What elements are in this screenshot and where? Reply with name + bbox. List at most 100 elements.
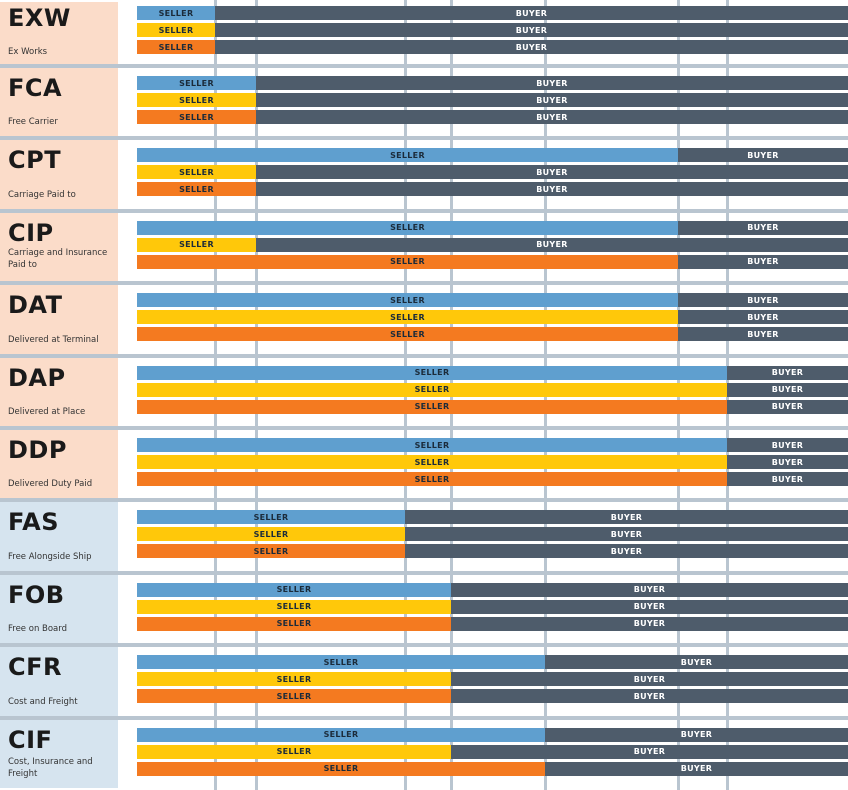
seller-bar: SELLER xyxy=(137,220,678,235)
seller-bar: SELLER xyxy=(137,582,451,597)
buyer-bar: BUYER xyxy=(256,110,848,124)
term-panel-cfr: CFR Cost and Freight xyxy=(0,647,118,716)
buyer-bar: BUYER xyxy=(545,761,848,776)
term-name: Free Carrier xyxy=(8,117,58,128)
section-divider xyxy=(0,426,848,430)
term-name: Delivered at Terminal xyxy=(8,334,99,345)
buyer-bar: BUYER xyxy=(405,544,848,559)
term-code: CFR xyxy=(8,653,62,682)
seller-bar: SELLER xyxy=(137,237,256,252)
seller-bar: SELLER xyxy=(137,93,256,107)
term-panel-fca: FCA Free Carrier xyxy=(0,68,118,137)
seller-bar: SELLER xyxy=(137,761,545,776)
term-code: CPT xyxy=(8,146,62,175)
section-divider xyxy=(0,64,848,68)
buyer-bar: BUYER xyxy=(678,310,848,325)
term-panel-dat: DAT Delivered at Terminal xyxy=(0,285,118,354)
seller-bar: SELLER xyxy=(137,23,215,37)
buyer-bar: BUYER xyxy=(727,365,848,380)
buyer-bar: BUYER xyxy=(451,599,848,614)
buyer-bar: BUYER xyxy=(451,582,848,597)
buyer-bar: BUYER xyxy=(215,6,848,20)
term-panel-cip: CIP Carriage and Insurance Paid to xyxy=(0,212,118,282)
buyer-bar: BUYER xyxy=(727,399,848,414)
term-name: Ex Works xyxy=(8,47,48,57)
seller-bar: SELLER xyxy=(137,182,256,197)
seller-bar: SELLER xyxy=(137,744,451,759)
seller-bar: SELLER xyxy=(137,165,256,180)
seller-bar: SELLER xyxy=(137,40,215,54)
section-divider xyxy=(0,715,848,720)
buyer-bar: BUYER xyxy=(256,237,848,252)
buyer-bar: BUYER xyxy=(545,727,848,742)
term-code: DAT xyxy=(8,291,63,320)
term-panel-exw: EXW Ex Works xyxy=(0,2,118,64)
buyer-bar: BUYER xyxy=(678,293,848,308)
buyer-bar: BUYER xyxy=(678,254,848,269)
term-name: Carriage and Insurance Paid to xyxy=(8,247,108,270)
seller-bar: SELLER xyxy=(137,727,545,742)
term-panel-cif: CIF Cost, Insurance and Freight xyxy=(0,719,118,788)
term-name: Free Alongside Ship xyxy=(8,551,92,562)
term-code: CIF xyxy=(8,725,53,754)
buyer-bar: BUYER xyxy=(727,455,848,469)
section-divider xyxy=(0,570,848,575)
section-divider xyxy=(0,208,848,213)
buyer-bar: BUYER xyxy=(256,76,848,90)
term-name: Delivered Duty Paid xyxy=(8,479,93,490)
seller-bar: SELLER xyxy=(137,510,405,525)
seller-bar: SELLER xyxy=(137,655,545,670)
buyer-bar: BUYER xyxy=(405,527,848,542)
buyer-bar: BUYER xyxy=(256,93,848,107)
buyer-bar: BUYER xyxy=(727,382,848,397)
seller-bar: SELLER xyxy=(137,399,727,414)
term-code: CIP xyxy=(8,218,54,247)
buyer-bar: BUYER xyxy=(727,438,848,452)
term-code: FOB xyxy=(8,580,65,609)
seller-bar: SELLER xyxy=(137,382,727,397)
term-panel-cpt: CPT Carriage Paid to xyxy=(0,140,118,209)
buyer-bar: BUYER xyxy=(451,744,848,759)
buyer-bar: BUYER xyxy=(215,40,848,54)
seller-bar: SELLER xyxy=(137,148,678,163)
seller-bar: SELLER xyxy=(137,438,727,452)
seller-bar: SELLER xyxy=(137,6,215,20)
seller-bar: SELLER xyxy=(137,544,405,559)
section-divider xyxy=(0,281,848,286)
seller-bar: SELLER xyxy=(137,616,451,631)
seller-bar: SELLER xyxy=(137,472,727,486)
buyer-bar: BUYER xyxy=(451,616,848,631)
section-divider xyxy=(0,498,848,503)
term-panel-ddp: DDP Delivered Duty Paid xyxy=(0,430,118,499)
seller-bar: SELLER xyxy=(137,365,727,380)
seller-bar: SELLER xyxy=(137,689,451,704)
buyer-bar: BUYER xyxy=(451,689,848,704)
buyer-bar: BUYER xyxy=(727,472,848,486)
term-panel-fas: FAS Free Alongside Ship xyxy=(0,502,118,571)
section-divider xyxy=(0,353,848,358)
seller-bar: SELLER xyxy=(137,327,678,342)
buyer-bar: BUYER xyxy=(678,327,848,342)
seller-bar: SELLER xyxy=(137,672,451,687)
term-name: Cost, Insurance and Freight xyxy=(8,756,93,779)
term-name: Cost and Freight xyxy=(8,696,78,707)
section-divider xyxy=(0,643,848,648)
term-code: DAP xyxy=(8,363,66,392)
term-name: Free on Board xyxy=(8,624,68,635)
buyer-bar: BUYER xyxy=(256,182,848,197)
buyer-bar: BUYER xyxy=(451,672,848,687)
term-name: Carriage Paid to xyxy=(8,189,76,200)
seller-bar: SELLER xyxy=(137,110,256,124)
term-name: Delivered at Place xyxy=(8,406,86,417)
buyer-bar: BUYER xyxy=(256,165,848,180)
seller-bar: SELLER xyxy=(137,455,727,469)
seller-bar: SELLER xyxy=(137,76,256,90)
buyer-bar: BUYER xyxy=(678,148,848,163)
buyer-bar: BUYER xyxy=(215,23,848,37)
term-panel-fob: FOB Free on Board xyxy=(0,574,118,644)
seller-bar: SELLER xyxy=(137,599,451,614)
seller-bar: SELLER xyxy=(137,527,405,542)
seller-bar: SELLER xyxy=(137,254,678,269)
term-code: EXW xyxy=(8,4,71,32)
